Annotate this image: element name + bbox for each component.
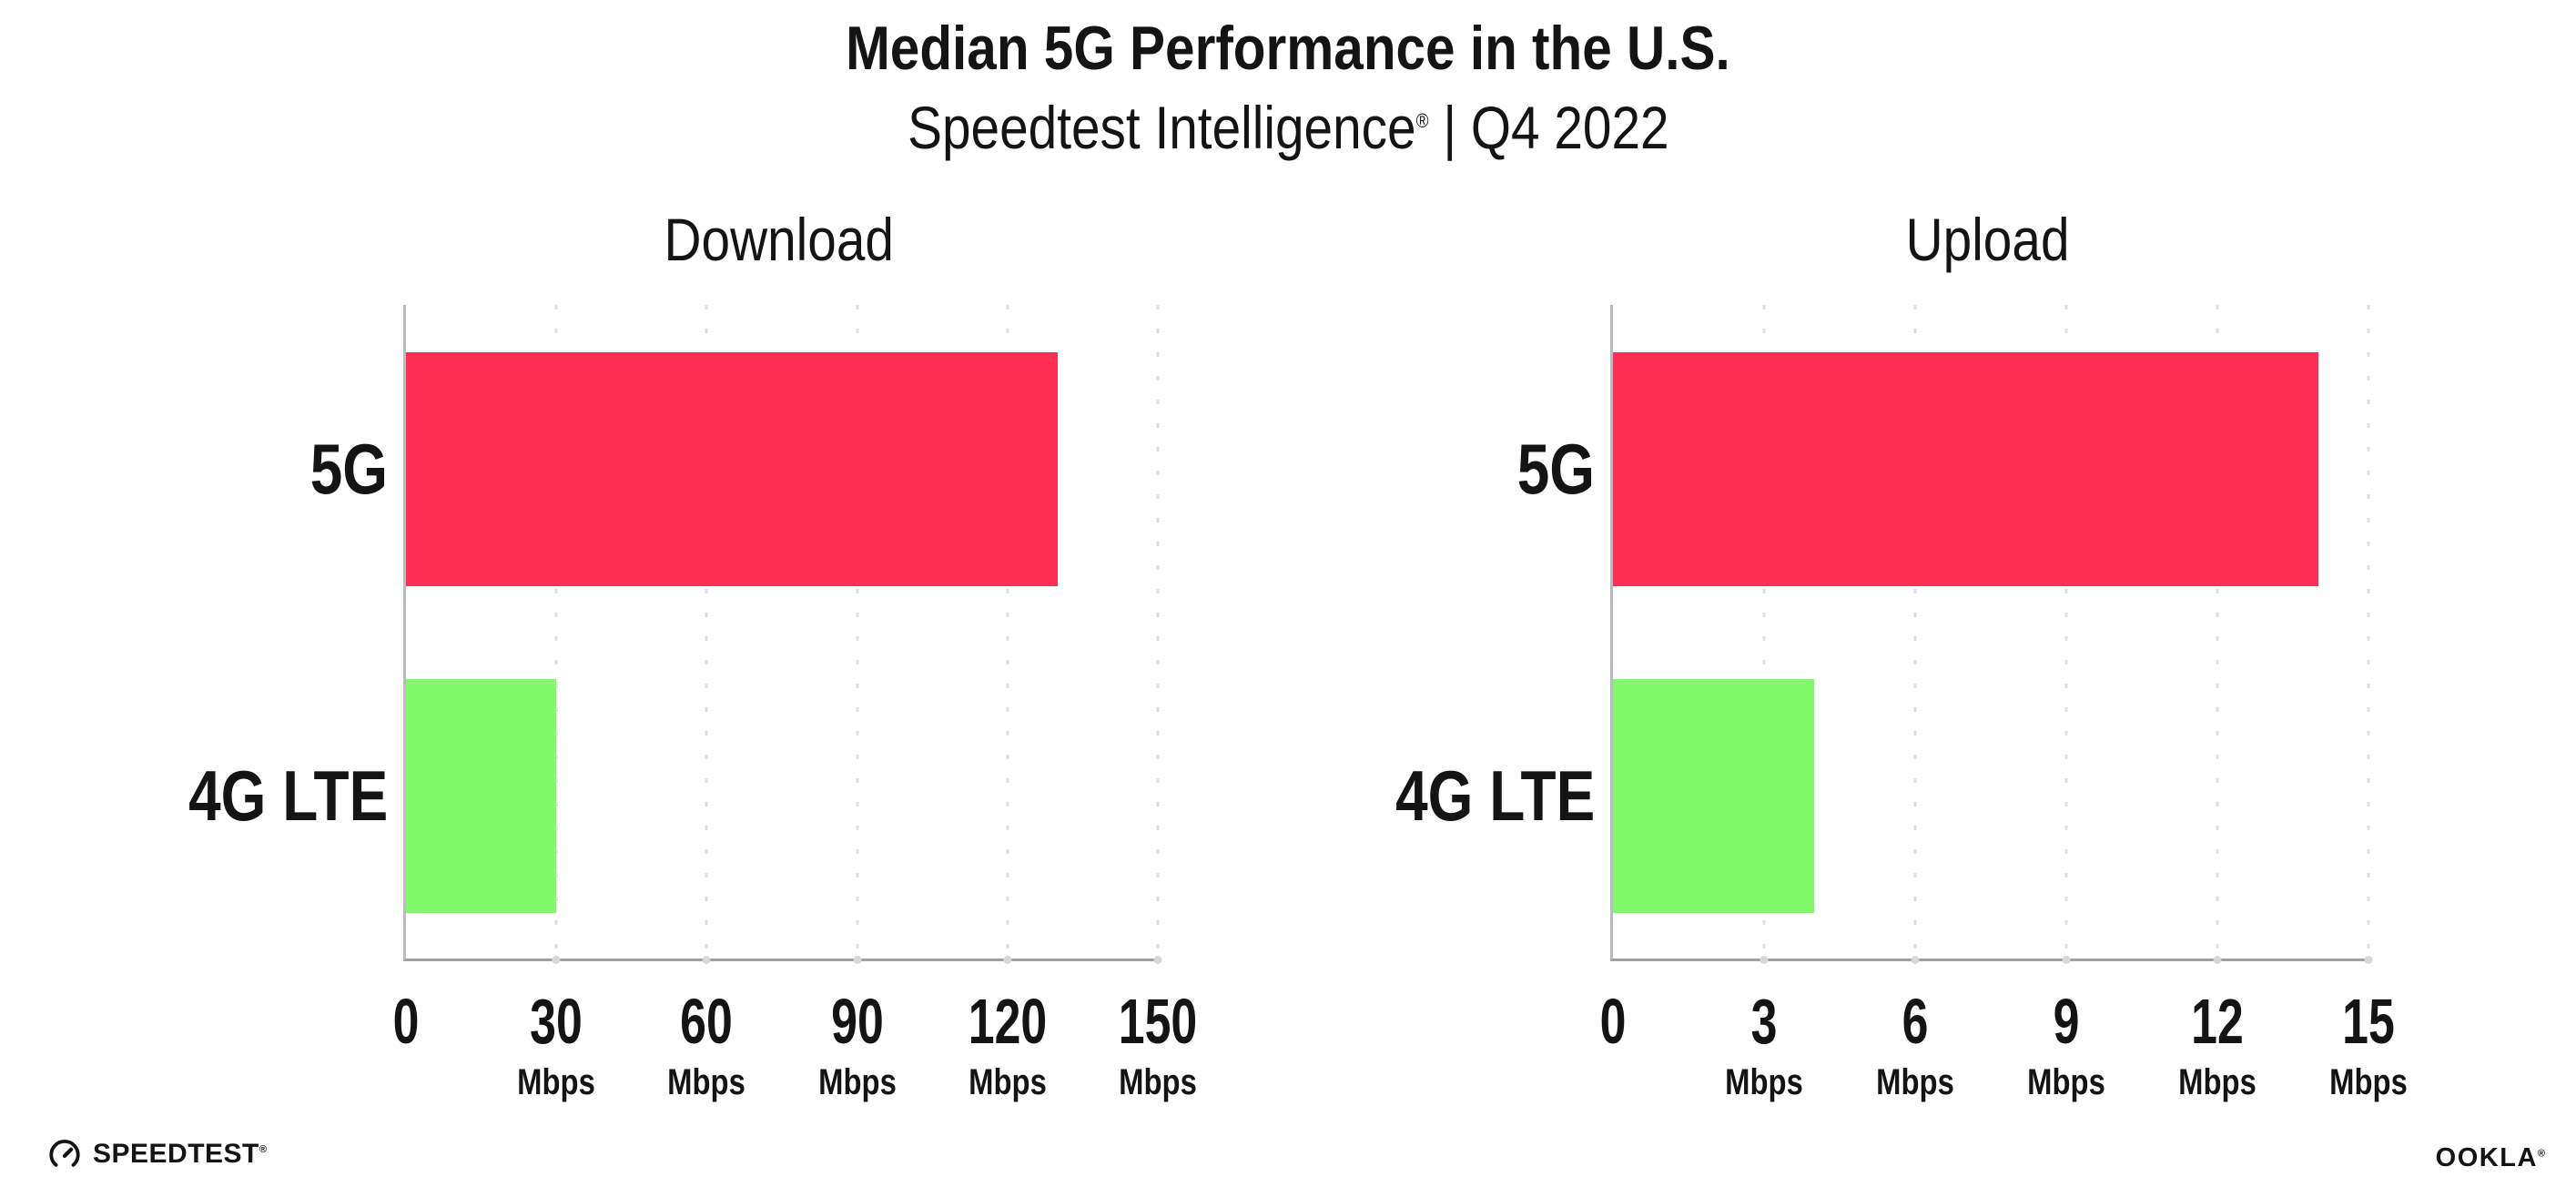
ookla-wordmark: OOKLA <box>2435 1143 2538 1172</box>
download-chart: Download 0 30 Mbps 60 Mbps 90 Mbps 120 Mbps 150 Mb… <box>188 206 1197 1101</box>
gridline-6 <box>1911 305 1920 964</box>
x-tick-120: 120 Mbps <box>954 959 1060 1101</box>
x-tick-150: 150 Mbps <box>1105 959 1212 1101</box>
gridline-3 <box>1760 305 1769 964</box>
x-tick-value: 12 <box>2191 986 2244 1057</box>
gridline-12 <box>2213 305 2222 964</box>
gridline-150 <box>1153 305 1162 964</box>
category-label-text: 4G LTE <box>188 756 388 836</box>
x-tick-0: 0 <box>1596 959 1631 1053</box>
upload-chart: Upload 0 3 Mbps 6 Mbps 9 Mbps 12 Mbps 15 Mbps 5G 4G … <box>1395 206 2408 1101</box>
bar-row-5g: 5G <box>1517 352 2368 586</box>
gridline-15 <box>2364 305 2373 964</box>
bar-row-4g-lte: 4G LTE <box>188 679 1158 913</box>
speedtest-gauge-icon <box>49 1140 80 1167</box>
x-tick-0: 0 <box>389 959 424 1053</box>
ookla-registered-mark: ® <box>2537 1148 2545 1160</box>
x-tick-30: 30 Mbps <box>509 959 603 1101</box>
download-plot-area: 0 30 Mbps 60 Mbps 90 Mbps 120 Mbps 150 Mbps 5G 4G LT… <box>188 305 1197 1101</box>
x-tick-value: 150 <box>1118 986 1198 1057</box>
subtitle-period: | Q4 2022 <box>1428 94 1669 161</box>
x-tick-value: 90 <box>830 986 884 1057</box>
bar-row-4g-lte: 4G LTE <box>1395 679 2368 913</box>
category-label-4g-lte: 4G LTE <box>1352 679 1595 913</box>
x-tick-value: 0 <box>1599 986 1627 1057</box>
speedtest-logo: SPEEDTEST® <box>47 1136 267 1172</box>
gridline-90 <box>853 305 862 964</box>
x-tick-value: 6 <box>1902 986 1929 1057</box>
x-tick-value: 0 <box>392 986 420 1057</box>
x-tick-90: 90 Mbps <box>809 959 904 1101</box>
x-tick-9: 9 Mbps <box>2019 959 2114 1101</box>
x-tick-value: 9 <box>2053 986 2080 1057</box>
page-subtitle-text: Speedtest Intelligence® | Q4 2022 <box>908 93 1669 162</box>
gridline-120 <box>1003 305 1012 964</box>
x-tick-value: 3 <box>1750 986 1778 1057</box>
x-tick-unit: Mbps <box>1725 1062 1803 1102</box>
x-tick-unit: Mbps <box>1876 1062 1954 1102</box>
speedtest-registered-mark: ® <box>259 1144 268 1155</box>
x-tick-unit: Mbps <box>2027 1062 2105 1102</box>
page-title-text: Median 5G Performance in the U.S. <box>846 14 1730 83</box>
category-label-4g-lte: 4G LTE <box>145 679 388 913</box>
category-label-5g: 5G <box>293 352 388 586</box>
gridline-9 <box>2062 305 2071 964</box>
x-tick-unit: Mbps <box>2178 1062 2257 1102</box>
x-tick-value: 60 <box>680 986 734 1057</box>
gridline-30 <box>552 305 561 964</box>
category-label-5g: 5G <box>1500 352 1595 586</box>
x-tick-unit: Mbps <box>1119 1062 1197 1102</box>
category-label-text: 5G <box>309 429 388 509</box>
x-tick-unit: Mbps <box>817 1062 897 1102</box>
x-tick-60: 60 Mbps <box>659 959 754 1101</box>
download-chart-title: Download <box>664 206 895 273</box>
bar-row-5g: 5G <box>310 352 1158 586</box>
download-bar-5g <box>406 352 1058 586</box>
gridline-60 <box>702 305 711 964</box>
x-tick-3: 3 Mbps <box>1717 959 1811 1101</box>
page-subtitle: Speedtest Intelligence® | Q4 2022 <box>0 93 2576 162</box>
x-tick-value: 30 <box>530 986 583 1057</box>
upload-bar-5g <box>1613 352 2318 586</box>
category-label-text: 4G LTE <box>1394 756 1595 836</box>
x-tick-value: 120 <box>968 986 1048 1057</box>
x-tick-6: 6 Mbps <box>1868 959 1962 1101</box>
upload-bar-4g-lte <box>1613 679 1815 913</box>
category-label-text: 5G <box>1516 429 1595 509</box>
download-bar-4g-lte <box>406 679 557 913</box>
upload-plot-area: 0 3 Mbps 6 Mbps 9 Mbps 12 Mbps 15 Mbps 5G 4G LTE <box>1395 305 2408 1101</box>
x-tick-unit: Mbps <box>667 1062 746 1102</box>
x-tick-unit: Mbps <box>968 1062 1047 1102</box>
upload-chart-title: Upload <box>1906 206 2070 273</box>
x-tick-15: 15 Mbps <box>2321 959 2416 1101</box>
speedtest-wordmark: SPEEDTEST® <box>93 1139 268 1169</box>
registered-mark: ® <box>1415 109 1429 132</box>
x-tick-12: 12 Mbps <box>2170 959 2265 1101</box>
subtitle-brand: Speedtest Intelligence <box>907 94 1416 161</box>
x-tick-unit: Mbps <box>517 1062 596 1102</box>
x-tick-value: 15 <box>2342 986 2395 1057</box>
ookla-logo: OOKLA® <box>2436 1143 2545 1173</box>
page-title: Median 5G Performance in the U.S. <box>0 13 2576 84</box>
x-tick-unit: Mbps <box>2329 1062 2408 1102</box>
